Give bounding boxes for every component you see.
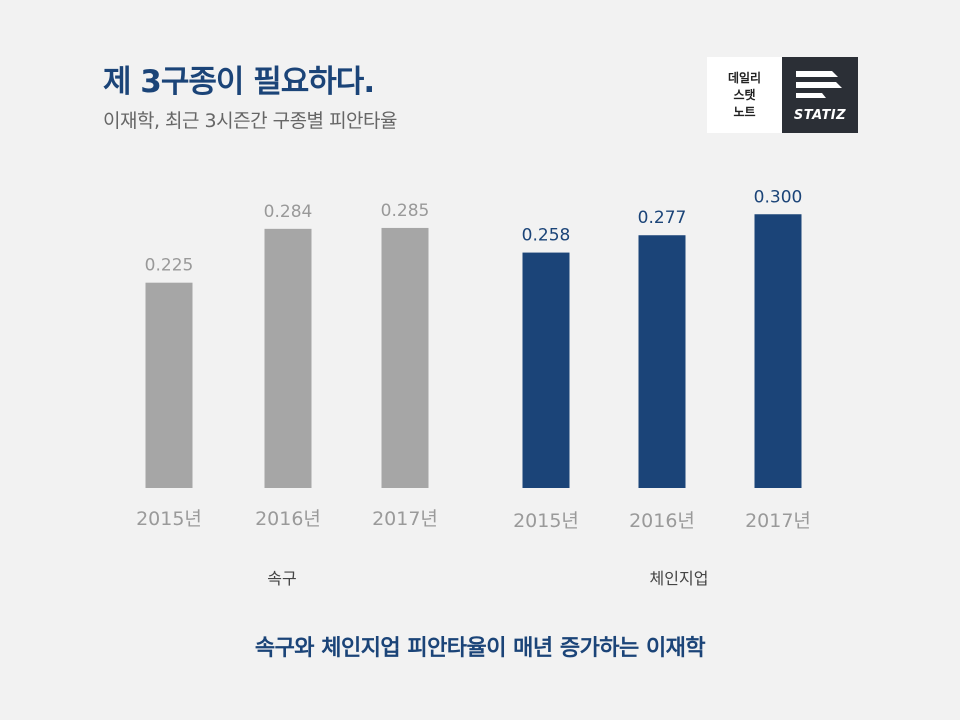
logo-line-1: 데일리 [727,70,762,85]
value-label-0-0: 0.225 [145,256,194,276]
logo-brand-block: STATIZ [782,57,858,133]
bar-0-2 [381,227,429,488]
logo-line-3: 노트 [733,104,756,119]
bar-0-1 [264,228,312,488]
tick-label-0-1: 2016년 [255,508,321,530]
bar-1-2 [754,214,802,488]
value-label-0-2: 0.285 [381,201,430,221]
bar-0-0 [145,282,193,488]
chart-subtitle: 이재학, 최근 3시즌간 구종별 피안타율 [103,110,398,132]
chart-caption: 속구와 체인지업 피안타율이 매년 증가하는 이재학 [254,636,706,661]
bar-1-1 [638,235,686,488]
value-label-0-1: 0.284 [264,202,313,222]
value-label-1-1: 0.277 [638,208,687,228]
chart-title: 제 3구종이 필요하다. [103,64,375,100]
logo-text-block: 데일리 스탯 노트 [707,57,782,133]
group-title-0: 속구 [267,569,296,588]
tick-label-0-0: 2015년 [136,508,202,530]
tick-label-1-1: 2016년 [629,510,695,532]
statiz-logo: 데일리 스탯 노트 STATIZ [707,57,858,133]
logo-brand-text: STATIZ [793,108,847,123]
value-label-1-2: 0.300 [754,187,803,207]
value-label-1-0: 0.258 [522,226,571,246]
bar-1-0 [522,252,570,488]
tick-label-1-2: 2017년 [745,510,811,532]
group-title-1: 체인지업 [650,569,709,588]
tick-label-1-0: 2015년 [513,510,579,532]
logo-line-2: 스탯 [733,87,756,102]
statiz-stripes-icon [796,71,842,98]
tick-label-0-2: 2017년 [372,508,438,530]
